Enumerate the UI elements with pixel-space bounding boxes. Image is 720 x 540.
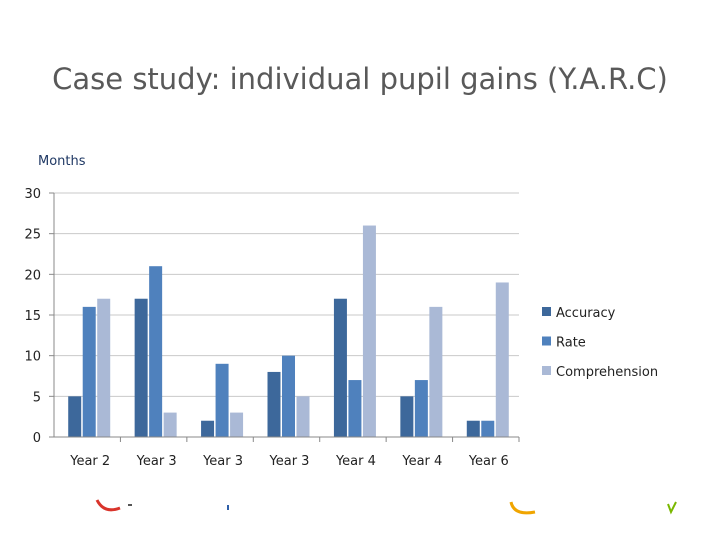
legend-label-comprehension: Comprehension xyxy=(556,365,658,380)
bar-rate-2 xyxy=(149,266,163,437)
red-swoosh-fragment xyxy=(95,499,121,512)
legend-swatch-comprehension xyxy=(542,366,551,375)
bar-accuracy-6 xyxy=(400,396,414,437)
y-tick-label: 30 xyxy=(24,187,41,202)
bar-accuracy-1 xyxy=(68,396,82,437)
x-category-label: Year 4 xyxy=(401,454,442,469)
bar-accuracy-5 xyxy=(333,298,347,437)
blue-tick-fragment xyxy=(227,505,229,510)
bar-comprehension-5 xyxy=(362,225,376,437)
orange-swoosh-fragment xyxy=(509,501,536,515)
x-category-label: Year 2 xyxy=(69,454,110,469)
bar-comprehension-2 xyxy=(163,412,177,437)
dash-fragment xyxy=(128,504,132,506)
bar-accuracy-2 xyxy=(134,298,148,437)
axes xyxy=(49,192,520,442)
y-tick-label: 20 xyxy=(24,268,41,283)
bar-rate-5 xyxy=(348,380,362,437)
bars xyxy=(68,225,509,437)
bar-rate-4 xyxy=(282,355,295,437)
legend: Accuracy Rate Comprehension xyxy=(542,306,658,380)
y-tick-label: 0 xyxy=(33,431,41,446)
footer-logo-fragments xyxy=(95,499,677,515)
legend-label-accuracy: Accuracy xyxy=(556,306,616,321)
bar-rate-7 xyxy=(481,420,495,437)
bar-rate-3 xyxy=(215,363,229,437)
bar-comprehension-6 xyxy=(429,306,443,437)
bar-comprehension-1 xyxy=(97,298,111,437)
x-category-label: Year 3 xyxy=(136,454,177,469)
bar-accuracy-4 xyxy=(267,371,281,437)
bar-comprehension-3 xyxy=(230,412,244,437)
legend-swatch-rate xyxy=(542,336,551,346)
green-tick-fragment xyxy=(667,501,677,515)
y-tick-label: 25 xyxy=(24,228,41,243)
bar-rate-1 xyxy=(82,306,96,437)
legend-swatch-accuracy xyxy=(542,307,551,316)
bar-comprehension-4 xyxy=(296,396,310,437)
x-category-label: Year 4 xyxy=(335,454,376,469)
y-axis-title: Months xyxy=(38,154,86,169)
x-category-label: Year 3 xyxy=(202,454,243,469)
x-category-label: Year 3 xyxy=(269,454,310,469)
tick-labels: 0 5 10 15 20 25 30 Year 2 Year 3 Year 3 Year 3 Year… xyxy=(24,187,508,469)
y-tick-label: 15 xyxy=(24,309,41,324)
x-category-label: Year 6 xyxy=(468,454,509,469)
bar-accuracy-7 xyxy=(466,420,480,437)
slide-title: Case study: individual pupil gains (Y.A.… xyxy=(52,62,668,96)
y-tick-label: 5 xyxy=(33,390,41,405)
bar-accuracy-3 xyxy=(201,420,215,437)
y-tick-label: 10 xyxy=(24,350,41,365)
legend-label-rate: Rate xyxy=(556,336,586,351)
bar-rate-6 xyxy=(414,380,428,437)
bar-comprehension-7 xyxy=(495,282,509,437)
